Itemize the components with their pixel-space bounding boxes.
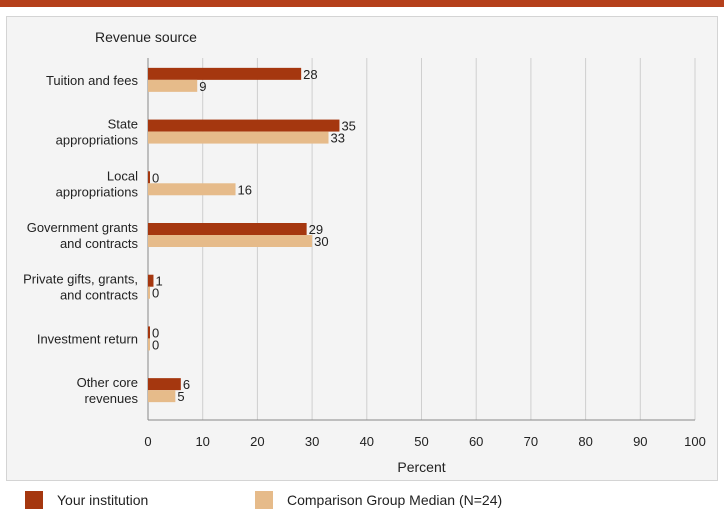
category-label: and contracts bbox=[60, 236, 139, 251]
x-tick-label: 70 bbox=[524, 434, 538, 449]
data-label: 9 bbox=[199, 79, 206, 94]
x-tick-label: 40 bbox=[360, 434, 374, 449]
x-tick-label: 60 bbox=[469, 434, 483, 449]
bar bbox=[148, 286, 150, 299]
x-tick-label: 90 bbox=[633, 434, 647, 449]
x-tick-label: 80 bbox=[578, 434, 592, 449]
category-label: State bbox=[108, 117, 138, 132]
legend-swatch-comparison-group bbox=[255, 491, 273, 509]
data-label: 29 bbox=[309, 222, 323, 237]
chart-panel bbox=[6, 16, 718, 481]
category-label: Private gifts, grants, bbox=[23, 272, 138, 287]
bar bbox=[148, 223, 307, 235]
bar bbox=[148, 390, 176, 403]
bar bbox=[148, 67, 302, 80]
x-tick-label: 50 bbox=[414, 434, 428, 449]
top-accent-bar bbox=[0, 0, 724, 7]
legend-label-your-institution: Your institution bbox=[57, 492, 149, 508]
category-label: Government grants bbox=[27, 220, 139, 235]
x-tick-label: 0 bbox=[144, 434, 151, 449]
data-label: 33 bbox=[331, 131, 345, 146]
x-tick-label: 30 bbox=[305, 434, 319, 449]
bar bbox=[148, 171, 150, 184]
x-tick-label: 20 bbox=[250, 434, 264, 449]
data-label: 35 bbox=[341, 119, 355, 134]
category-label: Other core bbox=[77, 375, 138, 390]
legend-label-comparison-group: Comparison Group Median (N=24) bbox=[287, 492, 503, 508]
data-label: 0 bbox=[152, 325, 159, 340]
category-label: Local bbox=[107, 168, 138, 183]
category-label: Tuition and fees bbox=[46, 73, 139, 88]
data-label: 1 bbox=[155, 274, 162, 289]
category-label: Investment return bbox=[37, 331, 138, 346]
chart-legend: Your institution Comparison Group Median… bbox=[0, 491, 724, 512]
category-label: appropriations bbox=[56, 133, 139, 148]
bar bbox=[148, 326, 150, 339]
bar bbox=[148, 79, 198, 92]
data-label: 5 bbox=[177, 389, 184, 404]
legend-swatch-your-institution bbox=[25, 491, 43, 509]
category-label: and contracts bbox=[60, 288, 139, 303]
data-label: 30 bbox=[314, 234, 328, 249]
legend-item-comparison-group: Comparison Group Median (N=24) bbox=[255, 491, 502, 509]
data-label: 6 bbox=[183, 377, 190, 392]
category-label: appropriations bbox=[56, 184, 139, 199]
category-label: revenues bbox=[85, 391, 139, 406]
bar bbox=[148, 378, 181, 391]
bar bbox=[148, 274, 154, 287]
bar bbox=[148, 235, 313, 247]
bar bbox=[148, 338, 150, 351]
chart-title: Revenue source bbox=[95, 29, 197, 45]
data-label: 0 bbox=[152, 170, 159, 185]
x-tick-label: 100 bbox=[684, 434, 706, 449]
data-label: 0 bbox=[152, 337, 159, 352]
data-label: 0 bbox=[152, 286, 159, 301]
bar bbox=[148, 131, 329, 144]
data-label: 16 bbox=[238, 182, 252, 197]
data-label: 28 bbox=[303, 67, 317, 82]
x-tick-label: 10 bbox=[195, 434, 209, 449]
bar bbox=[148, 183, 236, 196]
legend-item-your-institution: Your institution bbox=[25, 491, 148, 509]
x-axis-label: Percent bbox=[397, 459, 445, 475]
bar bbox=[148, 119, 340, 132]
